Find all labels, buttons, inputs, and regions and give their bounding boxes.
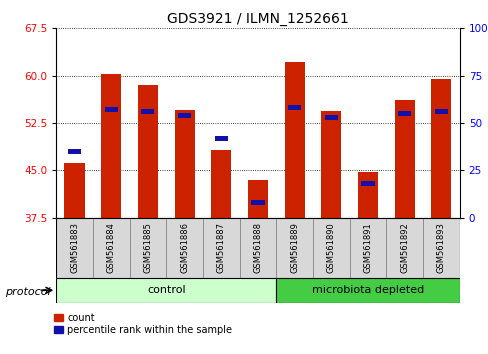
Bar	[386, 218, 422, 278]
Bar	[93, 218, 129, 278]
Bar	[178, 113, 191, 118]
Text: GSM561883: GSM561883	[70, 222, 79, 273]
Bar	[276, 218, 312, 278]
Legend: count, percentile rank within the sample: count, percentile rank within the sample	[54, 313, 232, 335]
Bar	[321, 111, 341, 218]
Title: GDS3921 / ILMN_1252661: GDS3921 / ILMN_1252661	[167, 12, 348, 26]
Bar	[312, 218, 349, 278]
Bar	[251, 200, 264, 205]
Bar	[104, 107, 118, 112]
Text: GSM561885: GSM561885	[143, 222, 152, 273]
Bar	[166, 218, 203, 278]
Bar	[361, 181, 374, 186]
Bar	[138, 85, 158, 218]
Text: GSM561884: GSM561884	[106, 222, 116, 273]
Bar	[276, 278, 459, 303]
Bar	[56, 218, 93, 278]
Text: GSM561886: GSM561886	[180, 222, 189, 273]
Bar	[214, 136, 227, 141]
Bar	[397, 111, 410, 116]
Bar	[434, 109, 447, 114]
Bar	[430, 79, 450, 218]
Bar	[56, 278, 276, 303]
Bar	[324, 115, 337, 120]
Bar	[64, 163, 84, 218]
Text: protocol: protocol	[5, 287, 50, 297]
Bar	[349, 218, 386, 278]
Bar	[422, 218, 459, 278]
Text: GSM561887: GSM561887	[216, 222, 225, 273]
Bar	[284, 62, 304, 218]
Text: GSM561888: GSM561888	[253, 222, 262, 273]
Text: GSM561890: GSM561890	[326, 222, 335, 273]
Bar	[287, 105, 301, 110]
Bar	[357, 172, 377, 218]
Bar	[174, 110, 194, 218]
Text: GSM561893: GSM561893	[436, 222, 445, 273]
Bar	[203, 218, 239, 278]
Text: microbiota depleted: microbiota depleted	[311, 285, 423, 295]
Text: GSM561891: GSM561891	[363, 222, 372, 273]
Bar	[141, 109, 154, 114]
Bar	[394, 100, 414, 218]
Text: GSM561892: GSM561892	[399, 222, 408, 273]
Bar	[101, 74, 121, 218]
Bar	[211, 150, 231, 218]
Text: control: control	[147, 285, 185, 295]
Bar	[129, 218, 166, 278]
Bar	[239, 218, 276, 278]
Bar	[247, 180, 267, 218]
Text: GSM561889: GSM561889	[289, 222, 299, 273]
Bar	[68, 149, 81, 154]
